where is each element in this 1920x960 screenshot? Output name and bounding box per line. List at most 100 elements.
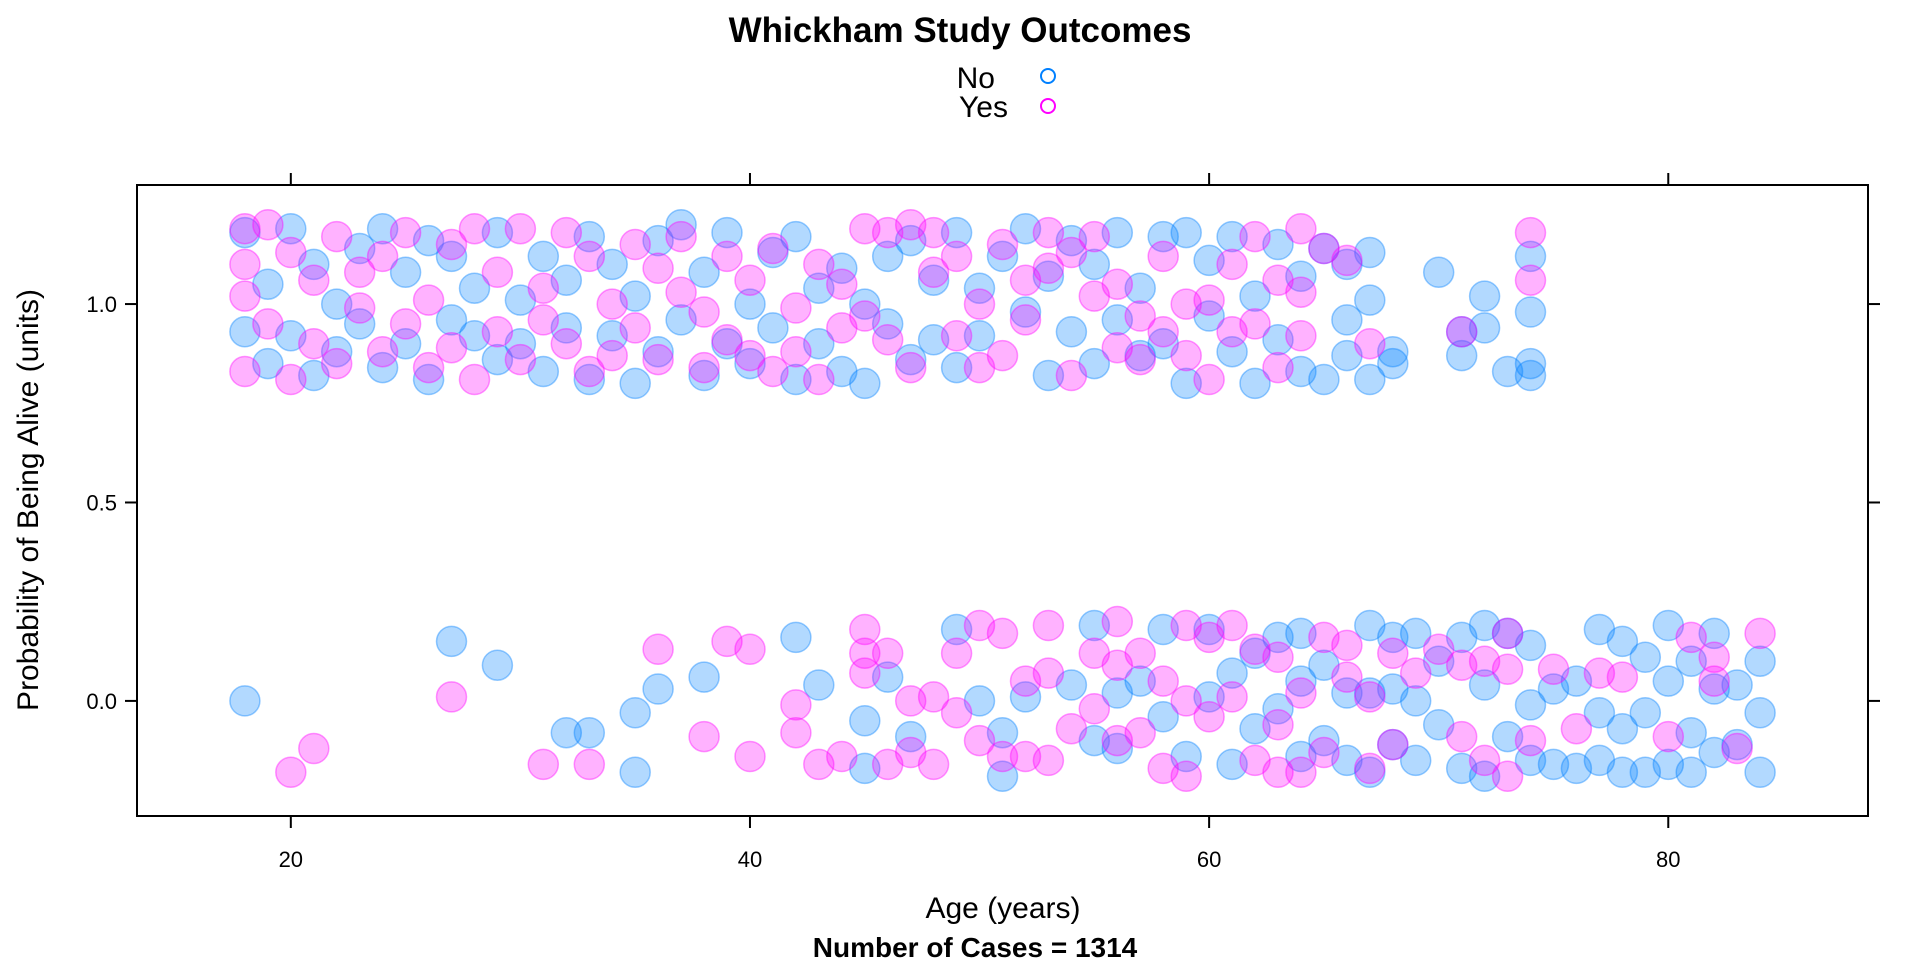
data-point <box>596 248 628 281</box>
data-point <box>1193 681 1225 713</box>
data-point <box>871 216 904 249</box>
data-point <box>1399 617 1432 650</box>
data-point <box>1216 335 1248 368</box>
data-point <box>1445 720 1478 753</box>
data-point <box>1491 617 1524 650</box>
data-point <box>1629 697 1662 729</box>
data-point <box>1308 363 1340 396</box>
data-point <box>1652 748 1685 781</box>
data-point <box>1445 621 1478 654</box>
data-point <box>1078 693 1111 725</box>
data-point <box>1399 685 1432 717</box>
data-point <box>1124 300 1156 332</box>
data-point <box>1468 645 1501 677</box>
data-point <box>1629 756 1662 789</box>
data-point <box>435 228 468 261</box>
data-point <box>1216 681 1248 713</box>
data-point <box>849 637 881 670</box>
data-point <box>894 351 927 384</box>
data-point <box>665 276 697 308</box>
data-point <box>229 355 261 388</box>
data-point <box>940 613 973 646</box>
data-point <box>573 716 606 749</box>
data-point <box>1514 264 1547 296</box>
data-point <box>1262 693 1294 725</box>
data-point <box>1285 355 1317 388</box>
data-point <box>1032 252 1065 285</box>
data-point <box>1124 343 1156 376</box>
data-point <box>1468 669 1501 701</box>
data-point <box>1009 740 1042 773</box>
data-point <box>1377 637 1409 670</box>
data-point <box>642 343 674 376</box>
data-point <box>1055 316 1088 348</box>
data-point <box>1193 701 1225 733</box>
data-point <box>1170 339 1202 372</box>
data-point <box>1262 264 1294 296</box>
x-tick-label: 40 <box>738 847 762 872</box>
data-point <box>1055 359 1088 392</box>
data-point <box>1354 363 1386 396</box>
data-point <box>229 216 261 249</box>
data-point <box>1147 665 1179 697</box>
data-point <box>940 216 973 249</box>
data-point <box>1285 320 1317 352</box>
data-point <box>940 697 973 729</box>
data-point <box>1652 609 1685 642</box>
data-point <box>229 316 261 348</box>
data-point <box>1239 367 1271 400</box>
data-point <box>1147 327 1179 360</box>
data-point <box>780 335 812 368</box>
data-point <box>1377 335 1409 368</box>
data-point <box>275 236 307 269</box>
data-point <box>1170 609 1202 642</box>
data-point <box>1285 276 1317 308</box>
data-point <box>435 625 468 658</box>
data-point <box>343 308 376 340</box>
data-point <box>1422 633 1455 666</box>
data-point <box>275 320 307 352</box>
plot-frame <box>136 184 1869 817</box>
y-axis: 0.0 0.5 1.0 <box>86 292 1880 714</box>
x-axis: 20 40 60 80 <box>279 173 1681 872</box>
data-point <box>1675 621 1707 654</box>
data-point <box>1262 228 1294 261</box>
data-point <box>596 288 628 320</box>
data-point <box>252 208 284 241</box>
data-point <box>481 649 514 681</box>
data-point <box>1147 316 1179 348</box>
data-point <box>1514 629 1547 662</box>
data-point <box>343 256 376 289</box>
data-point <box>1101 216 1134 249</box>
data-point <box>1514 296 1547 328</box>
data-point <box>1514 724 1547 757</box>
data-point <box>1216 220 1248 253</box>
data-point <box>826 312 858 344</box>
data-point <box>1124 339 1156 372</box>
data-point <box>366 351 399 384</box>
data-point <box>963 609 996 642</box>
data-point <box>1491 720 1524 753</box>
data-point <box>734 339 766 372</box>
data-point <box>803 669 835 701</box>
data-point <box>1009 264 1042 296</box>
data-point <box>711 216 743 249</box>
data-point <box>1308 649 1340 681</box>
data-point <box>573 355 606 388</box>
data-point <box>550 216 583 249</box>
data-point <box>1698 736 1730 769</box>
data-point <box>1193 300 1225 332</box>
data-point <box>849 212 881 245</box>
data-point <box>734 264 766 296</box>
data-point <box>1285 756 1317 789</box>
data-point <box>986 339 1019 372</box>
legend-label-yes: Yes <box>959 91 1008 124</box>
data-point <box>963 320 996 352</box>
data-point <box>1399 744 1432 777</box>
data-point <box>1285 617 1317 650</box>
data-point <box>1468 312 1501 344</box>
data-point <box>1399 657 1432 689</box>
data-point <box>1468 760 1501 793</box>
data-point <box>1445 316 1478 348</box>
